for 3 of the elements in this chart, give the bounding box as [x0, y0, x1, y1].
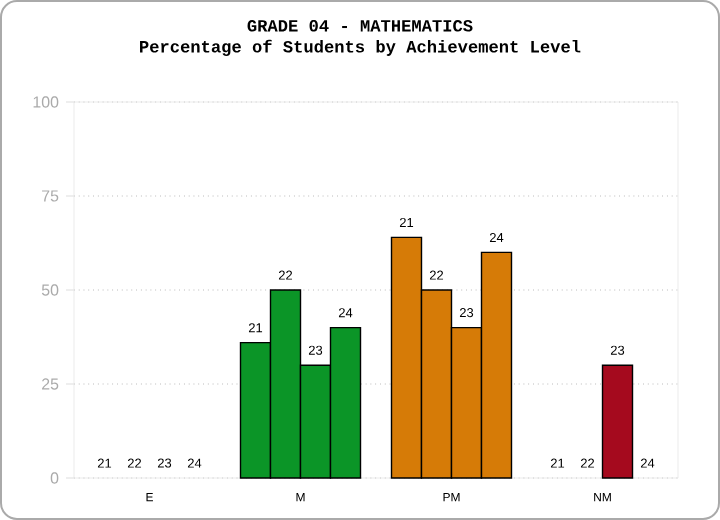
chart-title: GRADE 04 - MATHEMATICS [247, 19, 473, 32]
bar [601, 364, 634, 479]
chart-subtitle: Percentage of Students by Achievement Level [140, 39, 581, 56]
